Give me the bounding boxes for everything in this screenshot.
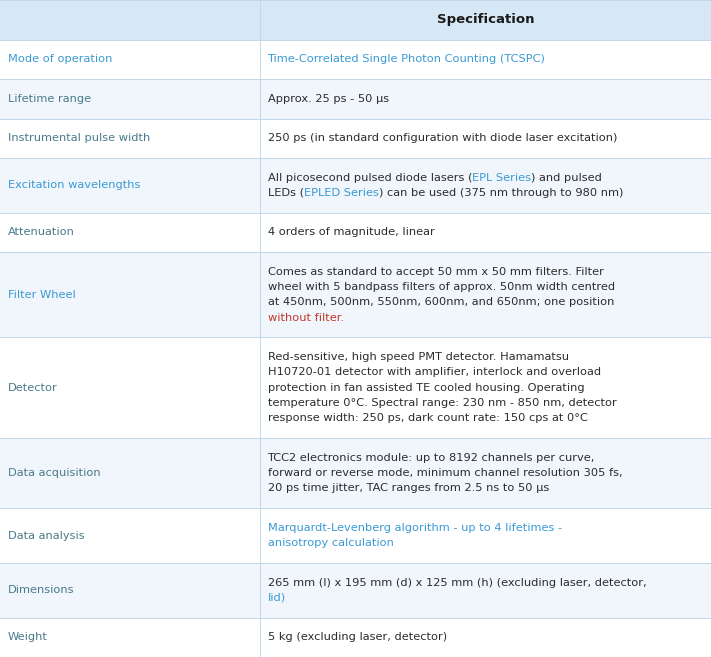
Text: Comes as standard to accept 50 mm x 50 mm filters. Filter: Comes as standard to accept 50 mm x 50 m…: [267, 267, 604, 277]
Text: All picosecond pulsed diode lasers (: All picosecond pulsed diode lasers (: [267, 173, 472, 183]
Text: Instrumental pulse width: Instrumental pulse width: [8, 133, 150, 143]
Text: Weight: Weight: [8, 632, 48, 643]
Text: Detector: Detector: [8, 383, 58, 393]
Text: ) can be used (375 nm through to 980 nm): ) can be used (375 nm through to 980 nm): [378, 188, 623, 198]
Bar: [0, 79, 711, 118]
Bar: [0, 158, 711, 213]
Text: Marquardt-Levenberg algorithm - up to 4 lifetimes -: Marquardt-Levenberg algorithm - up to 4 …: [267, 523, 562, 533]
Text: EPLED Series: EPLED Series: [304, 188, 378, 198]
Text: lid): lid): [267, 593, 286, 603]
Text: without filter.: without filter.: [267, 313, 343, 323]
Text: Approx. 25 ps - 50 μs: Approx. 25 ps - 50 μs: [267, 94, 389, 104]
Bar: [0, 118, 711, 158]
Bar: [0, 338, 711, 438]
Text: protection in fan assisted TE cooled housing. Operating: protection in fan assisted TE cooled hou…: [267, 383, 584, 393]
Text: Specification: Specification: [437, 13, 534, 26]
Text: anisotropy calculation: anisotropy calculation: [267, 538, 393, 548]
Text: forward or reverse mode, minimum channel resolution 305 fs,: forward or reverse mode, minimum channel…: [267, 468, 622, 478]
Text: 4 orders of magnitude, linear: 4 orders of magnitude, linear: [267, 227, 434, 237]
Text: Data acquisition: Data acquisition: [8, 468, 101, 478]
Text: 250 ps (in standard configuration with diode laser excitation): 250 ps (in standard configuration with d…: [267, 133, 617, 143]
Text: Mode of operation: Mode of operation: [8, 55, 112, 64]
Bar: [0, 563, 711, 618]
Text: 5 kg (excluding laser, detector): 5 kg (excluding laser, detector): [267, 632, 447, 643]
Text: Excitation wavelengths: Excitation wavelengths: [8, 180, 140, 191]
Text: response width: 250 ps, dark count rate: 150 cps at 0°C: response width: 250 ps, dark count rate:…: [267, 413, 587, 423]
Text: Red-sensitive, high speed PMT detector. Hamamatsu: Red-sensitive, high speed PMT detector. …: [267, 352, 569, 362]
Text: H10720-01 detector with amplifier, interlock and overload: H10720-01 detector with amplifier, inter…: [267, 367, 601, 378]
Text: Time-Correlated Single Photon Counting (TCSPC): Time-Correlated Single Photon Counting (…: [267, 55, 545, 64]
Text: Lifetime range: Lifetime range: [8, 94, 91, 104]
Text: Data analysis: Data analysis: [8, 530, 85, 541]
Text: Attenuation: Attenuation: [8, 227, 75, 237]
Bar: [0, 618, 711, 657]
Text: 20 ps time jitter, TAC ranges from 2.5 ns to 50 μs: 20 ps time jitter, TAC ranges from 2.5 n…: [267, 484, 549, 493]
Bar: [0, 508, 711, 563]
Bar: [0, 252, 711, 338]
Text: Dimensions: Dimensions: [8, 585, 75, 595]
Bar: [0, 40, 711, 79]
Bar: [0, 0, 711, 40]
Text: EPL Series: EPL Series: [472, 173, 531, 183]
Text: ) and pulsed: ) and pulsed: [531, 173, 602, 183]
Text: 265 mm (l) x 195 mm (d) x 125 mm (h) (excluding laser, detector,: 265 mm (l) x 195 mm (d) x 125 mm (h) (ex…: [267, 578, 646, 587]
Text: at 450nm, 500nm, 550nm, 600nm, and 650nm; one position: at 450nm, 500nm, 550nm, 600nm, and 650nm…: [267, 298, 614, 307]
Bar: [0, 438, 711, 508]
Text: TCC2 electronics module: up to 8192 channels per curve,: TCC2 electronics module: up to 8192 chan…: [267, 453, 595, 463]
Bar: [0, 213, 711, 252]
Text: Filter Wheel: Filter Wheel: [8, 290, 76, 300]
Text: wheel with 5 bandpass filters of approx. 50nm width centred: wheel with 5 bandpass filters of approx.…: [267, 282, 614, 292]
Text: LEDs (: LEDs (: [267, 188, 304, 198]
Text: temperature 0°C. Spectral range: 230 nm - 850 nm, detector: temperature 0°C. Spectral range: 230 nm …: [267, 398, 616, 408]
